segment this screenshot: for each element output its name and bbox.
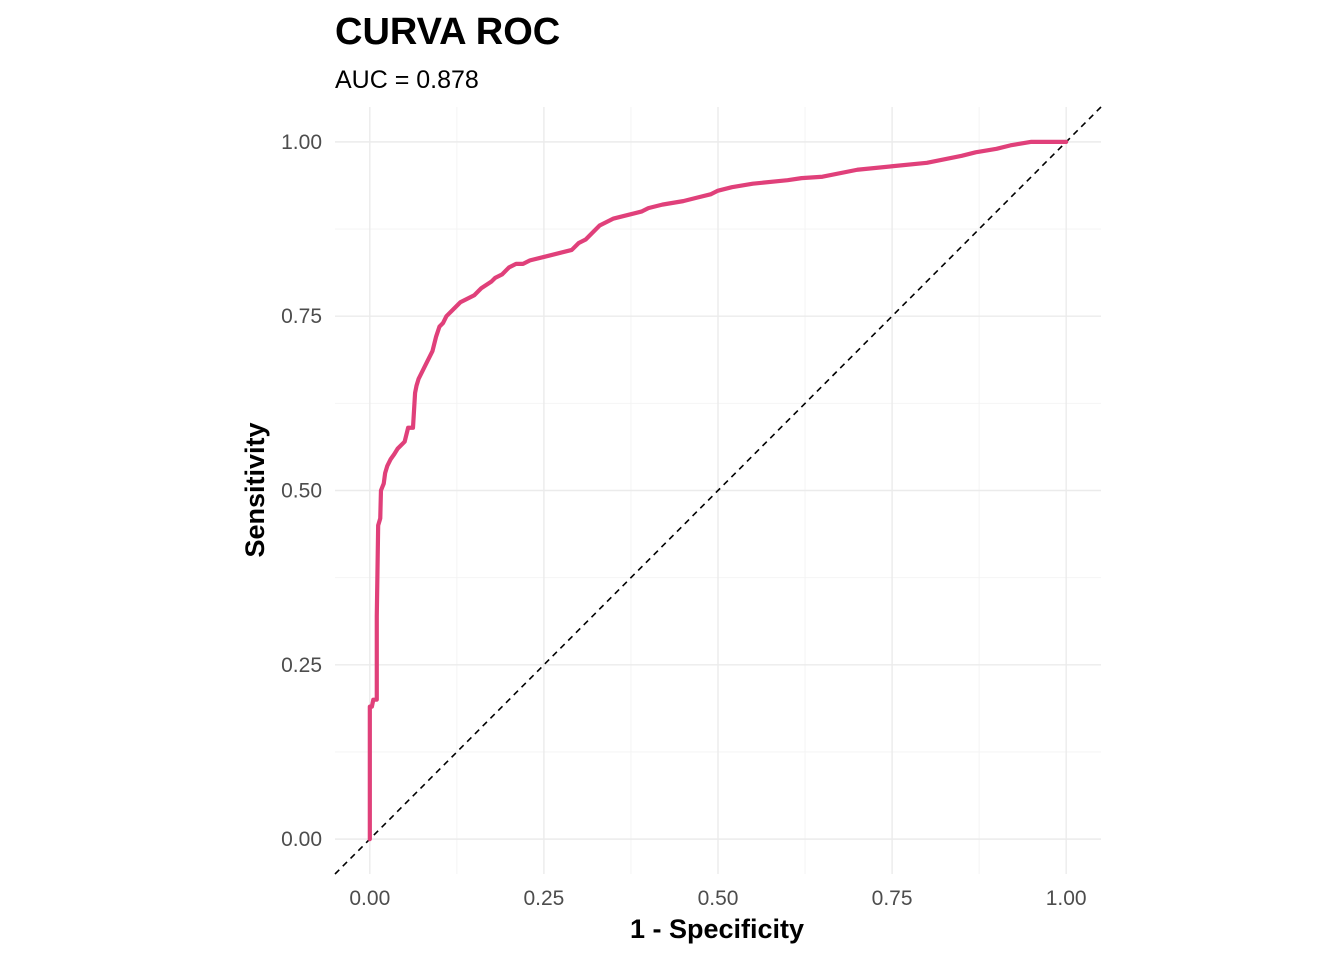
x-tick-label: 0.50 (698, 887, 739, 910)
x-tick-label: 1.00 (1046, 887, 1087, 910)
x-axis-title: 1 - Specificity (630, 914, 804, 944)
x-tick-label: 0.00 (349, 887, 390, 910)
chart-subtitle: AUC = 0.878 (335, 66, 479, 94)
grid (335, 107, 1101, 874)
y-tick-label: 1.00 (281, 131, 322, 154)
y-tick-label: 0.25 (281, 654, 322, 677)
chart-title: CURVA ROC (335, 11, 560, 53)
roc-curve-layer (367, 139, 1069, 842)
x-tick-label: 0.75 (872, 887, 913, 910)
x-axis-ticks: 0.00 0.25 0.50 0.75 1.00 (349, 887, 1086, 910)
y-tick-label: 0.75 (281, 305, 322, 328)
y-axis-title: Sensitivity (240, 422, 270, 557)
reference-line-layer (334, 106, 1102, 875)
y-tick-label: 0.50 (281, 480, 322, 503)
reference-diagonal-line (334, 106, 1102, 875)
y-tick-label: 0.00 (281, 828, 322, 851)
x-tick-label: 0.25 (523, 887, 564, 910)
y-axis-ticks: 0.00 0.25 0.50 0.75 1.00 (281, 131, 322, 851)
roc-curve-line (367, 139, 1069, 842)
